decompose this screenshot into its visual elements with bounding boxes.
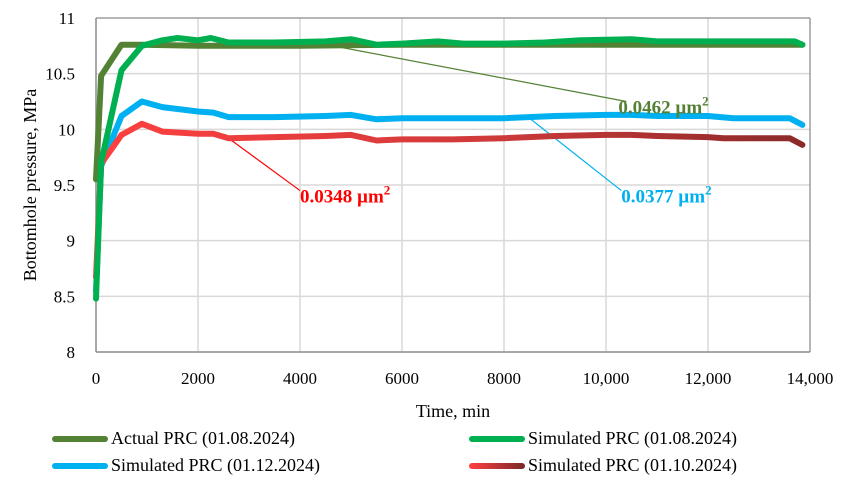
series-lines bbox=[93, 35, 806, 302]
annotation-leader-line bbox=[228, 137, 301, 192]
legend-label: Actual PRC (01.08.2024) bbox=[111, 428, 295, 448]
legend-label: Simulated PRC (01.10.2024) bbox=[528, 455, 738, 475]
legend-label: Simulated PRC (01.08.2024) bbox=[528, 428, 738, 448]
legend-item-sim-0108: Simulated PRC (01.08.2024) bbox=[469, 428, 737, 449]
legend-swatch bbox=[52, 435, 108, 442]
legend-item-sim-0112: Simulated PRC (01.12.2024) bbox=[52, 455, 320, 476]
y-tick-label: 9.5 bbox=[54, 176, 75, 195]
y-tick-label: 10 bbox=[58, 120, 75, 139]
series-line-simulated-prc-01-12-2024 bbox=[93, 98, 806, 294]
annotation-label: 0.0377 µm2 bbox=[621, 183, 711, 208]
x-tick-label: 2000 bbox=[181, 369, 215, 388]
x-tick-label: 4000 bbox=[283, 369, 317, 388]
y-tick-label: 11 bbox=[59, 9, 75, 28]
legend-item-actual-0108: Actual PRC (01.08.2024) bbox=[52, 428, 295, 449]
x-tick-label: 10,000 bbox=[583, 369, 630, 388]
y-axis-title: Bottomhole pressure, MPa bbox=[20, 89, 40, 281]
legend-label: Simulated PRC (01.12.2024) bbox=[111, 455, 321, 475]
x-axis-title: Time, min bbox=[416, 401, 490, 421]
annotations: 0.0462 µm2 0.0377 µm2 0.0348 µm2 bbox=[300, 94, 712, 208]
annotation-leader-line bbox=[315, 41, 627, 103]
y-tick-label: 8 bbox=[67, 343, 76, 362]
legend-item-sim-0110: Simulated PRC (01.10.2024) bbox=[469, 455, 737, 476]
annotation-leaders bbox=[228, 41, 627, 192]
legend-swatch bbox=[469, 435, 525, 442]
annotation-label: 0.0348 µm2 bbox=[300, 183, 390, 208]
y-tick-label: 8.5 bbox=[54, 287, 75, 306]
x-tick-label: 6000 bbox=[385, 369, 419, 388]
y-tick-label: 9 bbox=[67, 232, 76, 251]
x-tick-label: 12,000 bbox=[685, 369, 732, 388]
tick-labels: 0 2000 4000 6000 8000 10,000 12,000 14,000 8 8.5 9… bbox=[45, 9, 833, 388]
x-tick-label: 14,000 bbox=[787, 369, 834, 388]
series-line-actual-prc-01-08-2024 bbox=[93, 41, 806, 183]
legend-swatch bbox=[469, 462, 525, 469]
x-tick-label: 0 bbox=[92, 369, 101, 388]
annotation-leader-line bbox=[529, 117, 622, 192]
legend-swatch bbox=[52, 462, 108, 469]
series-line-simulated-prc-01-08-2024 bbox=[93, 35, 806, 302]
x-tick-label: 8000 bbox=[487, 369, 521, 388]
annotation-label: 0.0462 µm2 bbox=[618, 94, 708, 119]
series-line-simulated-prc-01-10-2024 bbox=[93, 120, 806, 281]
y-tick-label: 10.5 bbox=[45, 65, 75, 84]
